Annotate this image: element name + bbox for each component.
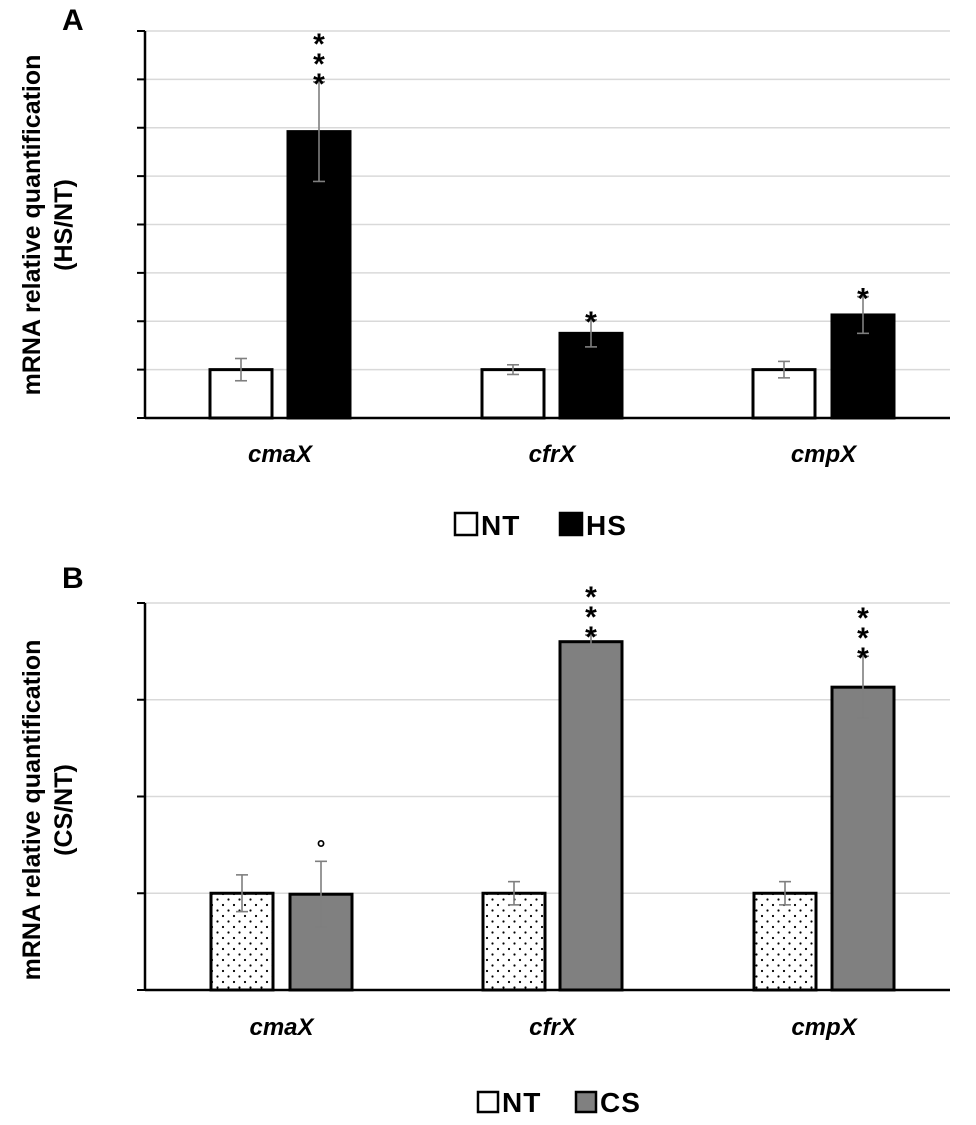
panel-b-ylabel-line1: mRNA relative quantification xyxy=(18,640,46,981)
panel-a-plot: * * ***cmaX cfrX cmpX xyxy=(137,28,950,468)
category-label-cmax: cmaX xyxy=(249,1014,315,1041)
panel-b-plot: ° * * * * * * cmaX cfrX cmpX xyxy=(137,581,950,1041)
legend-label-cs: CS xyxy=(600,1087,641,1118)
panel-a-legend: NT HS xyxy=(453,510,627,541)
panel-b-ylabel-line2: (CS/NT) xyxy=(50,764,78,856)
legend-label-nt: NT xyxy=(481,510,520,541)
legend-label-hs: HS xyxy=(586,510,627,541)
legend-swatch-cs xyxy=(574,1090,598,1114)
significance-marker: * xyxy=(585,306,597,339)
bar-nt-cfrx xyxy=(481,891,547,992)
category-label-cmpx: cmpX xyxy=(791,1014,858,1041)
category-label-cmpx: cmpX xyxy=(791,441,858,468)
legend-swatch-nt xyxy=(453,511,479,537)
significance-marker: * * * xyxy=(857,602,869,675)
bar-nt-cfrx xyxy=(480,368,546,420)
legend-swatch-nt xyxy=(476,1090,500,1114)
legend-label-nt: NT xyxy=(502,1087,541,1118)
bar-cs-cmpx xyxy=(830,685,896,992)
category-label-cfrx: cfrX xyxy=(529,1014,578,1041)
significance-marker: * * * xyxy=(313,28,325,101)
panel-a-ylabel-line1: mRNA relative quantification xyxy=(18,55,46,396)
panel-b-letter: B xyxy=(62,562,84,595)
panel-a-ylabel-line2: (HS/NT) xyxy=(50,179,78,271)
panel-a: A mRNA relative quantification (HS/NT) *… xyxy=(18,4,950,541)
panel-a-letter: A xyxy=(62,4,84,37)
bar-nt-cmpx xyxy=(752,891,818,992)
panel-b-legend: NT CS xyxy=(476,1087,641,1118)
category-label-cfrx: cfrX xyxy=(529,441,578,468)
significance-marker: * * * xyxy=(585,581,597,654)
significance-marker: * xyxy=(857,283,869,316)
legend-swatch-hs xyxy=(558,511,584,537)
bar-cs-cfrx xyxy=(558,640,624,992)
significance-marker: ° xyxy=(317,835,326,860)
panel-b: B mRNA relative quantification (CS/NT) °… xyxy=(18,562,950,1118)
category-label-cmax: cmaX xyxy=(248,441,314,468)
